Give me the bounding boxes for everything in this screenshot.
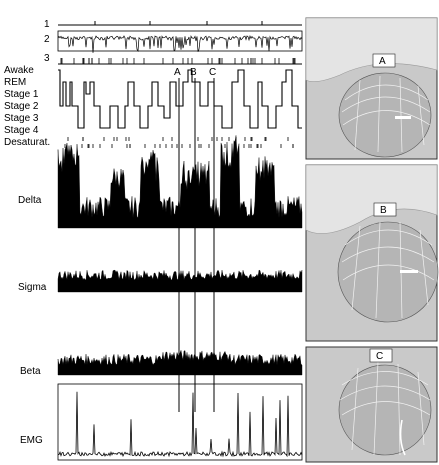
track-number-3: 3 (44, 53, 50, 64)
hypnogram-trace (58, 69, 302, 129)
stage-label-stage1: Stage 1 (4, 89, 39, 100)
photo-c-label-box (369, 348, 393, 363)
photo-c-head (338, 364, 432, 456)
photo-panel-b: B (305, 164, 439, 342)
marker-a: A (174, 67, 181, 412)
emg-trace (57, 391, 303, 458)
track3-ticks (60, 58, 296, 64)
photo-b-electrode-net (341, 221, 435, 319)
band-label-beta: Beta (20, 366, 41, 377)
marker-b: B (190, 67, 197, 412)
photo-a-head (338, 72, 432, 158)
photo-b-label: B (380, 205, 387, 216)
photo-c-sensor-wire (399, 419, 406, 456)
beta-power-trace (57, 349, 303, 376)
photo-a-nasal-sensor (395, 116, 411, 119)
photo-a-blanket (305, 17, 438, 82)
track-number-2: 2 (44, 34, 50, 45)
stage-label-awake: Awake (4, 65, 34, 76)
band-label-sigma: Sigma (18, 282, 47, 293)
marker-c: C (209, 67, 216, 412)
stage-label-stage3: Stage 3 (4, 113, 39, 124)
photo-panel-a: A (305, 17, 438, 160)
photo-a-label: A (379, 56, 386, 67)
emg-frame (57, 383, 303, 461)
track2-frame (57, 30, 303, 52)
sigma-power-trace (57, 269, 303, 293)
marker-b-label: B (190, 67, 197, 78)
marker-a-label: A (174, 67, 181, 78)
stage-label-rem: REM (4, 77, 26, 88)
photo-panel-c: C (305, 346, 438, 463)
band-label-delta: Delta (18, 195, 42, 206)
photo-a-electrode-net (341, 75, 431, 153)
desaturation-label: Desaturat. (4, 137, 50, 148)
track1-ticks (94, 21, 263, 25)
photo-a-label-box (372, 53, 396, 68)
marker-c-label: C (209, 67, 216, 78)
photo-b-head (337, 221, 439, 323)
delta-power-trace (57, 135, 303, 229)
track-number-1: 1 (44, 19, 50, 30)
photo-c-electrode-net (339, 361, 431, 456)
photo-b-blanket (305, 164, 438, 234)
band-label-emg: EMG (20, 435, 43, 446)
photo-c-label: C (376, 351, 383, 362)
track2-trace (57, 35, 303, 53)
stage-label-stage2: Stage 2 (4, 101, 39, 112)
photo-b-nasal-sensor (400, 270, 418, 273)
stage-label-stage4: Stage 4 (4, 125, 39, 136)
photo-b-label-box (373, 202, 397, 217)
